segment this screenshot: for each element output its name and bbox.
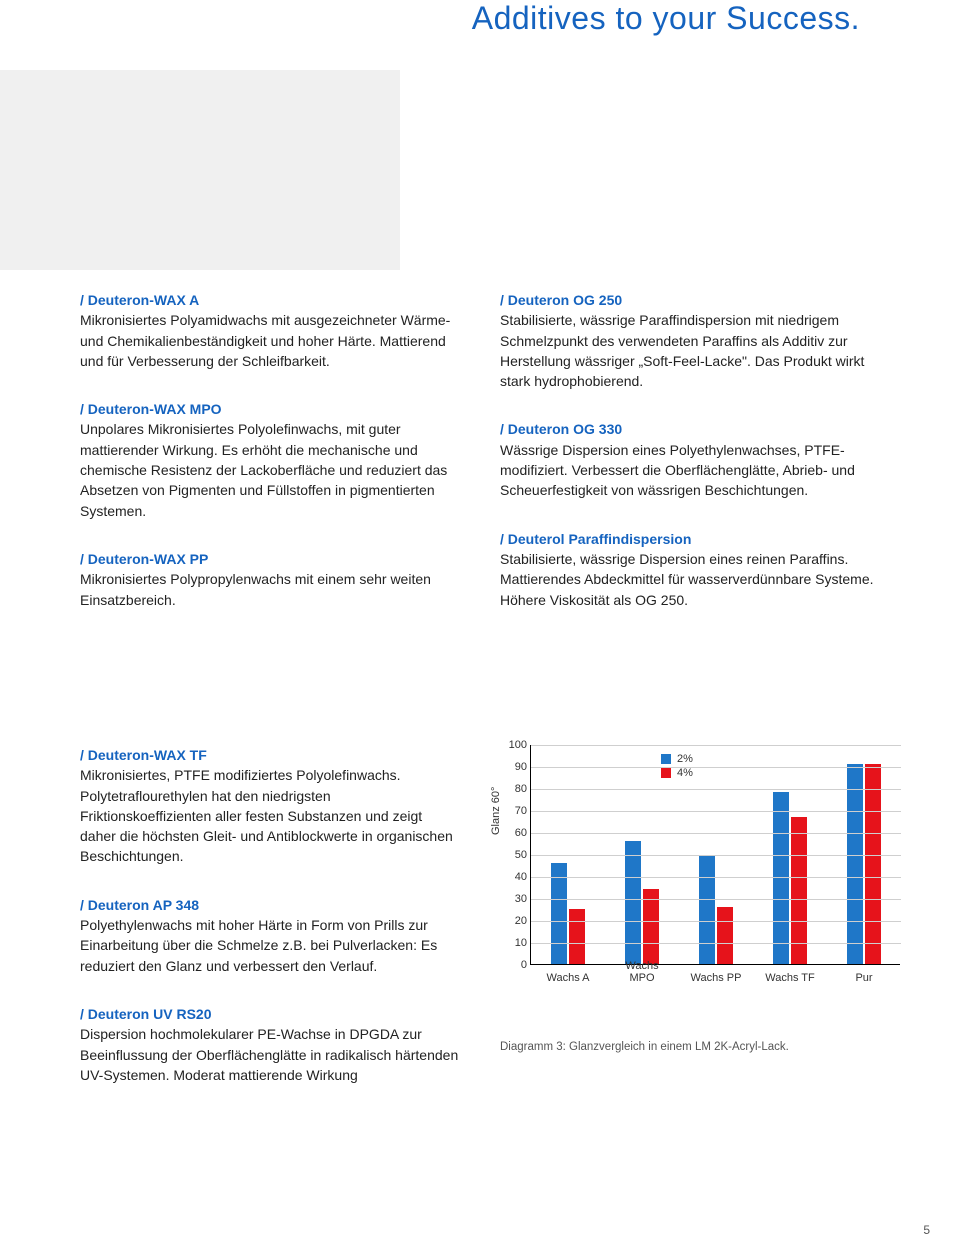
column-left: / Deuteron-WAX A Mikronisiertes Polyamid…: [80, 290, 460, 638]
heading-uvrs20: Deuteron UV RS20: [88, 1006, 212, 1022]
lower-left: / Deuteron-WAX TF Mikronisiertes, PTFE m…: [80, 745, 460, 1113]
chart-gridline: [531, 833, 901, 834]
chart-gridline: [531, 921, 901, 922]
content-columns: / Deuteron-WAX A Mikronisiertes Polyamid…: [80, 290, 880, 638]
heading-og250: Deuteron OG 250: [508, 292, 622, 308]
body-wax-a: Mikronisiertes Polyamidwachs mit ausgeze…: [80, 310, 460, 371]
chart-bar: [865, 764, 881, 964]
chart-ytick: 80: [503, 783, 527, 795]
chart-plot-area: 2%4% 0102030405060708090100Wachs AWachs …: [530, 745, 900, 965]
section-wax-mpo: / Deuteron-WAX MPO Unpolares Mikronisier…: [80, 399, 460, 521]
body-wax-pp: Mikronisiertes Polypropylenwachs mit ein…: [80, 569, 460, 610]
chart-gridline: [531, 943, 901, 944]
heading-wax-tf: Deuteron-WAX TF: [88, 747, 207, 763]
section-og250: / Deuteron OG 250 Stabilisierte, wässrig…: [500, 290, 880, 391]
heading-wax-pp: Deuteron-WAX PP: [88, 551, 209, 567]
chart-ytick: 50: [503, 849, 527, 861]
chart-ytick: 70: [503, 805, 527, 817]
body-wax-mpo: Unpolares Mikronisiertes Polyolefinwachs…: [80, 419, 460, 520]
lower-right: Glanz 60° 2%4% 0102030405060708090100Wac…: [500, 745, 880, 1113]
chart-xcategory: Wachs A: [538, 972, 598, 984]
chart-gridline: [531, 877, 901, 878]
chart-bar: [643, 889, 659, 964]
chart-ylabel: Glanz 60°: [490, 787, 502, 835]
chart-gridline: [531, 811, 901, 812]
page-title: Additives to your Success.: [472, 0, 860, 37]
chart-xcategory: Wachs TF: [760, 972, 820, 984]
section-ap348: / Deuteron AP 348 Polyethylenwachs mit h…: [80, 895, 460, 976]
chart-ytick: 100: [503, 739, 527, 751]
heading-og330: Deuteron OG 330: [508, 421, 622, 437]
column-right: / Deuteron OG 250 Stabilisierte, wässrig…: [500, 290, 880, 638]
chart-gridline: [531, 855, 901, 856]
body-og250: Stabilisierte, wässrige Paraffindispersi…: [500, 310, 880, 391]
page: Additives to your Success. / Deuteron-WA…: [0, 0, 960, 1257]
chart-bar-group: [847, 764, 881, 964]
lower-columns: / Deuteron-WAX TF Mikronisiertes, PTFE m…: [80, 745, 880, 1113]
chart-bar: [717, 907, 733, 964]
chart-ytick: 0: [503, 959, 527, 971]
chart-bars: [531, 744, 901, 964]
section-wax-a: / Deuteron-WAX A Mikronisiertes Polyamid…: [80, 290, 460, 371]
page-number: 5: [923, 1223, 930, 1237]
body-og330: Wässrige Dispersion eines Polyethylenwac…: [500, 440, 880, 501]
chart-xcategory: Pur: [834, 972, 894, 984]
chart-bar-group: [699, 856, 733, 964]
chart-ytick: 30: [503, 893, 527, 905]
left-grey-box: [0, 70, 400, 270]
chart-bar: [699, 856, 715, 964]
section-uvrs20: / Deuteron UV RS20 Dispersion hochmoleku…: [80, 1004, 460, 1085]
chart-ytick: 60: [503, 827, 527, 839]
chart-bar: [791, 817, 807, 964]
body-wax-tf: Mikronisiertes, PTFE modifiziertes Polyo…: [80, 765, 460, 866]
section-paraffin: / Deuterol Paraffindispersion Stabilisie…: [500, 529, 880, 610]
chart-gridline: [531, 899, 901, 900]
section-og330: / Deuteron OG 330 Wässrige Dispersion ei…: [500, 419, 880, 500]
banner: Additives to your Success.: [0, 0, 960, 70]
heading-wax-a: Deuteron-WAX A: [88, 292, 199, 308]
body-ap348: Polyethylenwachs mit hoher Härte in Form…: [80, 915, 460, 976]
chart-ytick: 90: [503, 761, 527, 773]
heading-ap348: Deuteron AP 348: [88, 897, 199, 913]
chart-bar: [773, 792, 789, 964]
chart-gridline: [531, 767, 901, 768]
chart-gridline: [531, 745, 901, 746]
chart-bar: [847, 764, 863, 964]
chart-bar-group: [625, 841, 659, 964]
chart-xcategory: Wachs PP: [686, 972, 746, 984]
gloss-chart: Glanz 60° 2%4% 0102030405060708090100Wac…: [500, 745, 880, 1005]
heading-paraffin: Deuterol Paraffindispersion: [508, 531, 692, 547]
chart-bar: [569, 909, 585, 964]
chart-caption: Diagramm 3: Glanzvergleich in einem LM 2…: [500, 1041, 880, 1053]
chart-ytick: 20: [503, 915, 527, 927]
body-uvrs20: Dispersion hochmolekularer PE-Wachse in …: [80, 1024, 460, 1085]
section-wax-tf: / Deuteron-WAX TF Mikronisiertes, PTFE m…: [80, 745, 460, 867]
section-wax-pp: / Deuteron-WAX PP Mikronisiertes Polypro…: [80, 549, 460, 610]
chart-bar-group: [773, 792, 807, 964]
chart-ytick: 10: [503, 937, 527, 949]
chart-gridline: [531, 789, 901, 790]
heading-wax-mpo: Deuteron-WAX MPO: [88, 401, 222, 417]
chart-ytick: 40: [503, 871, 527, 883]
body-paraffin: Stabilisierte, wässrige Dispersion eines…: [500, 549, 880, 610]
chart-bar: [625, 841, 641, 964]
chart-xcategory: Wachs MPO: [612, 960, 672, 984]
